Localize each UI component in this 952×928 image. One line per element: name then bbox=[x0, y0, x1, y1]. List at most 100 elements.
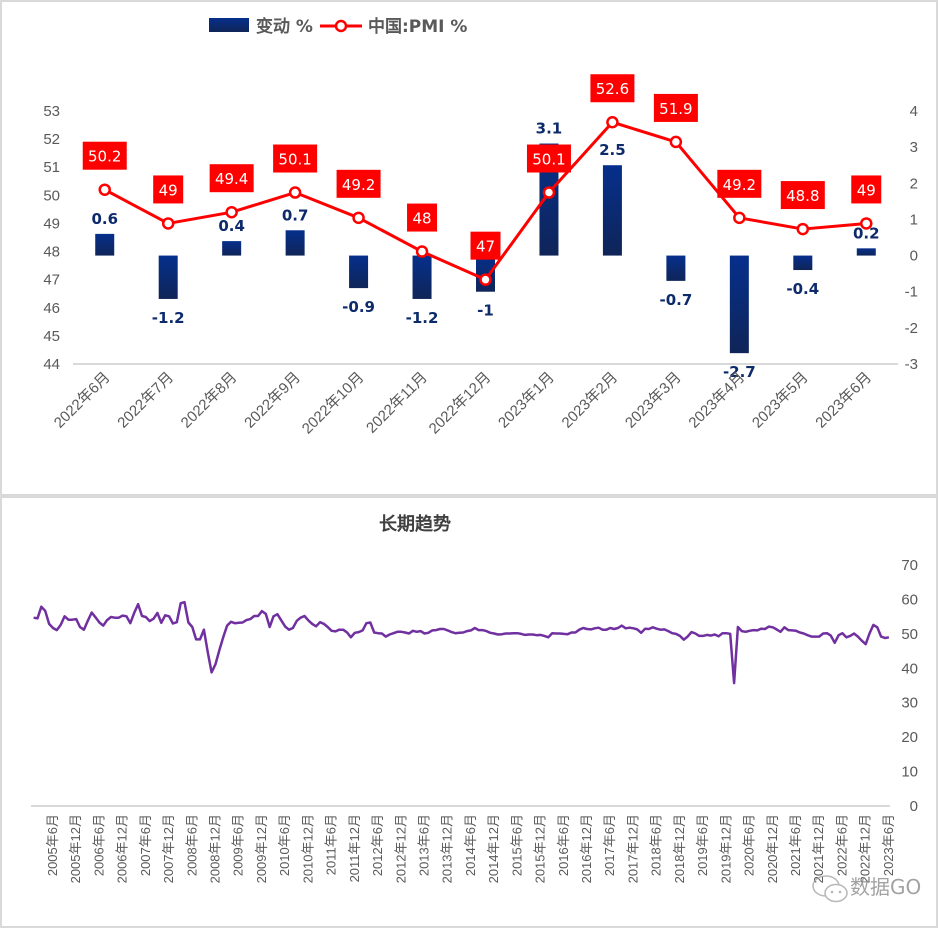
pmi-line-marker bbox=[415, 245, 429, 258]
x-category-label: 2023年1月 bbox=[495, 369, 558, 432]
x-category-label: 2022年6月 bbox=[51, 369, 114, 432]
x-category-label: 2018年6月 bbox=[649, 814, 664, 876]
change-bar bbox=[666, 255, 686, 281]
pmi-recent-chart-panel bbox=[0, 0, 938, 496]
x-category-label: 2005年6月 bbox=[45, 814, 60, 876]
change-bar-label: -0.9 bbox=[342, 298, 375, 316]
change-bar-label: 0.2 bbox=[853, 224, 880, 242]
x-category-label: 2022年11月 bbox=[363, 369, 431, 437]
change-bar-label: -0.4 bbox=[786, 280, 819, 298]
pmi-line-marker bbox=[225, 205, 238, 219]
left-y-tick-label: 48 bbox=[43, 244, 60, 261]
pmi-line-marker bbox=[352, 211, 365, 225]
right-y-axis: 70 60 50 40 30 20 10 0 bbox=[901, 557, 918, 815]
x-category-label: 2021年6月 bbox=[788, 814, 803, 876]
x-category-label: 2022年12月 bbox=[858, 814, 873, 883]
x-category-label: 2007年6月 bbox=[138, 814, 153, 876]
change-bar-label: -1 bbox=[477, 302, 494, 320]
x-category-label: 2011年6月 bbox=[324, 814, 339, 875]
pmi-data-label: 52.6 bbox=[596, 80, 629, 98]
x-category-label: 2017年12月 bbox=[625, 814, 640, 883]
x-category-label: 2015年12月 bbox=[533, 814, 548, 883]
legend-label-change: 变动 % bbox=[256, 16, 313, 37]
pmi-line-marker bbox=[542, 186, 556, 199]
x-category-label: 2012年6月 bbox=[370, 814, 385, 876]
x-category-label: 2012年12月 bbox=[393, 814, 408, 883]
pmi-data-label: 50.1 bbox=[278, 151, 311, 169]
change-bar-label: -1.2 bbox=[152, 309, 185, 327]
right-y-tick-label: -3 bbox=[905, 356, 918, 373]
right-y-tick-label: 2 bbox=[910, 175, 918, 192]
x-category-label: 2023年5月 bbox=[749, 369, 812, 432]
change-bar bbox=[793, 255, 813, 271]
right-y-tick-label: 70 bbox=[901, 557, 918, 574]
x-category-label: 2022年7月 bbox=[114, 369, 177, 432]
x-category-label: 2023年3月 bbox=[622, 369, 685, 432]
pmi-data-label: 49.4 bbox=[215, 170, 248, 188]
wechat-icon bbox=[812, 875, 848, 903]
x-category-label: 2019年6月 bbox=[695, 814, 710, 876]
right-y-tick-label: -1 bbox=[905, 284, 918, 301]
change-bar-label: 3.1 bbox=[536, 120, 563, 138]
right-y-tick-label: 4 bbox=[910, 103, 918, 120]
x-category-label: 2011年12月 bbox=[347, 814, 362, 882]
right-y-tick-label: 40 bbox=[901, 660, 918, 677]
pmi-data-label-box bbox=[526, 144, 571, 173]
change-bar-labels: 0.6 -1.2 0.4 0.7 -0.9 -1.2 -1 3.1 2.5 -0.7 -2.7 -0.… bbox=[91, 120, 879, 382]
change-bar bbox=[729, 255, 749, 354]
left-y-tick-label: 50 bbox=[43, 187, 60, 204]
watermark: 数据GO bbox=[812, 875, 921, 903]
x-category-label: 2022年9月 bbox=[241, 369, 304, 432]
x-category-label: 2018年12月 bbox=[672, 814, 687, 883]
pmi-data-label: 50.2 bbox=[88, 148, 121, 166]
right-y-tick-label: 60 bbox=[901, 591, 918, 608]
x-category-label: 2017年6月 bbox=[602, 814, 617, 876]
pmi-long-term-chart-panel bbox=[0, 496, 938, 928]
pmi-data-label-box bbox=[153, 175, 184, 204]
x-category-label: 2009年12月 bbox=[254, 814, 269, 883]
pmi-data-label-box bbox=[653, 93, 698, 122]
change-bar-label: 2.5 bbox=[599, 141, 626, 159]
x-category-label: 2022年8月 bbox=[178, 369, 241, 432]
left-y-tick-label: 47 bbox=[43, 272, 60, 289]
right-y-tick-label: 10 bbox=[901, 764, 918, 781]
x-axis-categories: 2005年6月 2005年12月 2006年6月 2006年12月 2007年6月 200… bbox=[45, 814, 896, 883]
right-y-tick-label: -2 bbox=[905, 320, 918, 337]
pmi-line-marker bbox=[288, 186, 302, 199]
change-bar bbox=[158, 255, 178, 299]
x-category-label: 2016年6月 bbox=[556, 814, 571, 876]
x-category-label: 2020年6月 bbox=[742, 814, 757, 876]
pmi-line-marker bbox=[669, 135, 683, 149]
x-category-label: 2022年10月 bbox=[299, 369, 368, 438]
pmi-data-label-box bbox=[82, 141, 127, 170]
right-y-tick-label: 1 bbox=[910, 211, 918, 228]
pmi-line-marker bbox=[606, 115, 619, 129]
x-category-label: 2022年6月 bbox=[834, 814, 849, 876]
pmi-long-term-path bbox=[33, 600, 890, 685]
change-bar-label: 0.4 bbox=[218, 217, 245, 235]
pmi-data-label: 50.1 bbox=[532, 151, 565, 169]
x-category-label: 2013年6月 bbox=[416, 814, 431, 876]
pmi-line-marker bbox=[98, 183, 111, 196]
left-y-tick-label: 45 bbox=[43, 328, 60, 345]
change-bar bbox=[412, 255, 432, 299]
change-bar-label: 0.6 bbox=[91, 210, 118, 228]
x-category-label: 2006年6月 bbox=[91, 814, 106, 876]
left-y-tick-label: 44 bbox=[43, 356, 60, 373]
x-category-label: 2008年12月 bbox=[207, 814, 222, 883]
pmi-data-label: 49.2 bbox=[723, 176, 756, 194]
right-y-tick-label: 3 bbox=[910, 139, 918, 156]
x-category-label: 2023年6月 bbox=[881, 814, 896, 876]
x-category-label: 2015年6月 bbox=[509, 814, 524, 876]
change-bar-label: -0.7 bbox=[659, 291, 692, 309]
x-category-label: 2006年12月 bbox=[115, 814, 130, 883]
x-category-label: 2023年4月 bbox=[685, 369, 748, 432]
pmi-line-marker bbox=[860, 217, 873, 230]
change-bar bbox=[602, 165, 622, 256]
pmi-line-marker bbox=[796, 222, 810, 236]
pmi-data-label: 49.2 bbox=[342, 176, 375, 194]
pmi-data-label-box bbox=[273, 144, 318, 173]
left-y-tick-label: 46 bbox=[43, 300, 60, 317]
x-category-label: 2009年6月 bbox=[231, 814, 246, 876]
